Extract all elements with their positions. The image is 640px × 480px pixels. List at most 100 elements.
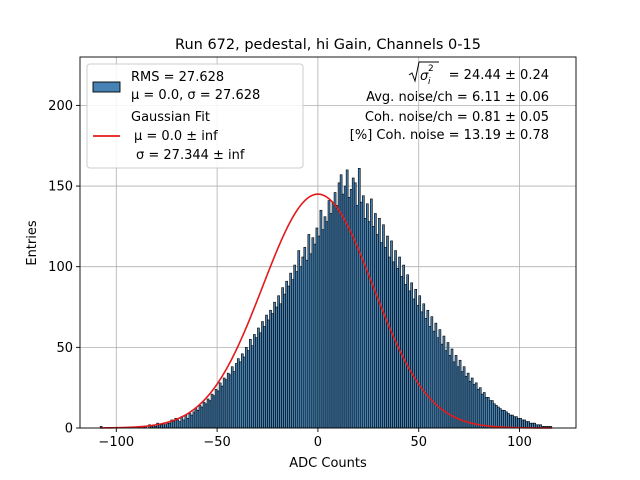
histogram-bar bbox=[202, 401, 206, 429]
histogram-bar bbox=[478, 387, 482, 429]
histogram-bar bbox=[472, 384, 476, 429]
histogram-bar bbox=[484, 397, 488, 429]
legend-fit-label: Gaussian Fit bbox=[131, 110, 210, 125]
histogram-bar bbox=[265, 314, 268, 429]
histogram-bar bbox=[234, 363, 238, 429]
histogram-bar bbox=[392, 261, 395, 429]
histogram-bar bbox=[158, 424, 161, 429]
histogram-bar bbox=[351, 177, 355, 429]
histogram-bar bbox=[222, 377, 226, 429]
histogram-bar bbox=[319, 209, 323, 429]
sqrt-symbol bbox=[408, 61, 439, 83]
histogram-bar bbox=[216, 390, 220, 429]
histogram-bar bbox=[198, 405, 202, 429]
histogram-bar bbox=[168, 422, 172, 429]
histogram-bar bbox=[434, 322, 438, 429]
y-tick-label: 200 bbox=[48, 99, 73, 114]
histogram-bar bbox=[482, 392, 486, 429]
histogram-bar bbox=[353, 182, 357, 429]
histogram-bar bbox=[493, 403, 496, 429]
histogram-bar bbox=[497, 406, 500, 429]
histogram-bar bbox=[220, 385, 224, 429]
histogram-bar bbox=[414, 288, 418, 429]
histogram-bar bbox=[519, 418, 522, 429]
histogram-bar bbox=[398, 256, 401, 429]
histogram-bar bbox=[301, 256, 305, 429]
histogram-bar bbox=[527, 421, 530, 429]
y-tick-label: 50 bbox=[56, 341, 73, 356]
histogram-bar bbox=[372, 226, 375, 429]
annotation-sigma-sup: 2 bbox=[428, 64, 434, 74]
histogram-bar bbox=[517, 418, 520, 429]
histogram-bar bbox=[228, 374, 232, 429]
x-tick-label: 50 bbox=[410, 435, 427, 450]
histogram-bar bbox=[323, 216, 327, 429]
histogram-bar bbox=[359, 201, 363, 429]
histogram-bar bbox=[355, 205, 359, 429]
histogram-bar bbox=[402, 264, 405, 429]
histogram-bar bbox=[321, 229, 325, 429]
legend-histogram-label: RMS = 27.628 bbox=[131, 70, 224, 85]
legend: RMS = 27.628 μ = 0.0, σ = 27.628 Gaussia… bbox=[86, 63, 304, 169]
histogram-bar bbox=[412, 298, 415, 429]
histogram-bar bbox=[458, 359, 462, 429]
histogram-bar bbox=[299, 266, 303, 429]
histogram-bar bbox=[285, 280, 288, 429]
histogram-bar bbox=[164, 424, 167, 429]
annotation-coh-percent: [%] Coh. noise = 13.19 ± 0.78 bbox=[350, 128, 549, 143]
histogram-bar bbox=[295, 271, 299, 429]
histogram-bar bbox=[370, 198, 373, 429]
y-tick-label: 0 bbox=[65, 422, 73, 437]
histogram-bar bbox=[388, 256, 391, 429]
histogram-bar bbox=[196, 409, 200, 429]
histogram-bar bbox=[382, 224, 385, 429]
annotation-sigma-sub: i bbox=[428, 77, 431, 87]
histogram-bar bbox=[194, 408, 198, 429]
histogram-bar bbox=[416, 305, 420, 429]
histogram-bar bbox=[408, 290, 411, 429]
histogram-bar bbox=[277, 295, 280, 429]
histogram-bar bbox=[313, 243, 317, 429]
histogram-bar bbox=[470, 377, 474, 429]
histogram-bar bbox=[283, 293, 286, 429]
histogram-bar bbox=[208, 400, 212, 429]
histogram-bar bbox=[503, 409, 506, 429]
histogram-bar bbox=[462, 366, 466, 429]
noise-annotations: σ 2 i = 24.44 ± 0.24 Avg. noise/ch = 6.1… bbox=[350, 61, 549, 143]
histogram-bar bbox=[444, 350, 448, 429]
histogram-bar bbox=[501, 409, 504, 429]
histogram-bar bbox=[251, 345, 254, 429]
histogram-bar bbox=[249, 338, 252, 429]
histogram-bar bbox=[486, 397, 490, 429]
histogram-bar bbox=[335, 205, 339, 429]
gaussian-fit-line bbox=[100, 193, 552, 429]
histogram-bar bbox=[259, 332, 262, 429]
histogram-bar bbox=[374, 213, 377, 429]
histogram-bar bbox=[363, 218, 367, 429]
y-tick-label: 100 bbox=[48, 260, 73, 275]
histogram-bar bbox=[269, 309, 272, 429]
histogram-bar bbox=[311, 237, 315, 429]
histogram-bar bbox=[232, 371, 236, 429]
histogram-bar bbox=[468, 380, 472, 429]
histogram-bar bbox=[305, 259, 309, 429]
histogram-bar bbox=[380, 242, 383, 429]
histogram-bar bbox=[303, 247, 307, 429]
legend-fit-sigma: σ = 27.344 ± inf bbox=[136, 148, 245, 163]
histogram-bar bbox=[253, 334, 256, 429]
histogram-bar bbox=[315, 227, 319, 429]
y-axis-label: Entries bbox=[25, 220, 40, 266]
histogram-bar bbox=[238, 361, 242, 429]
histogram-bar bbox=[448, 355, 452, 429]
histogram-bar bbox=[297, 250, 301, 429]
histogram-bar bbox=[160, 424, 163, 429]
histogram-bar bbox=[474, 382, 478, 429]
histogram-bar bbox=[212, 395, 216, 429]
legend-box bbox=[86, 63, 304, 169]
histogram-bar bbox=[333, 192, 337, 429]
histogram-bar bbox=[446, 342, 450, 429]
histogram-bar bbox=[273, 301, 276, 429]
histogram-bar bbox=[331, 201, 335, 429]
chart-title: Run 672, pedestal, hi Gain, Channels 0-1… bbox=[175, 37, 481, 53]
